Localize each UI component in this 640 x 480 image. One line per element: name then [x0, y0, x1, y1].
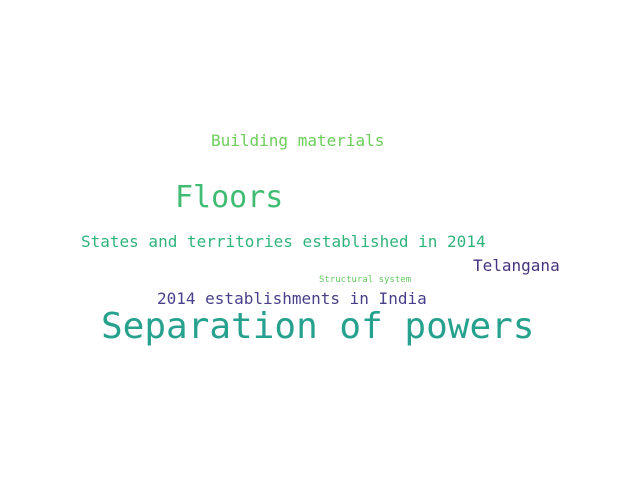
word-states-territories: States and territories established in 20…	[81, 232, 486, 251]
word-floors: Floors	[175, 180, 284, 215]
word-building-materials: Building materials	[211, 131, 385, 150]
word-structural-system: Structural system	[319, 275, 412, 285]
word-separation-of-powers: Separation of powers	[101, 306, 535, 347]
word-telangana: Telangana	[473, 256, 560, 275]
word-2014-establishments: 2014 establishments in India	[157, 289, 427, 308]
